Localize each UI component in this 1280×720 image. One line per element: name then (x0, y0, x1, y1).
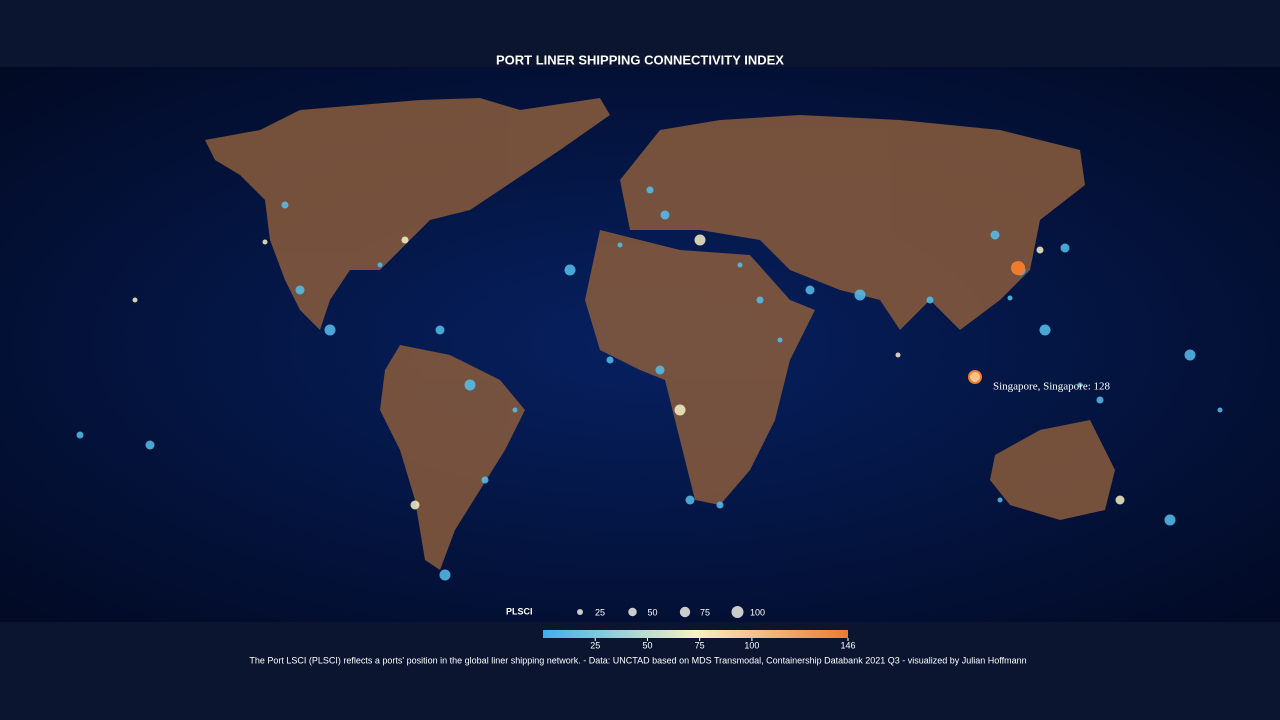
footer: The Port LSCI (PLSCI) reflects a ports' … (249, 655, 1026, 665)
port-dot (512, 407, 518, 413)
port-dot (660, 210, 670, 220)
north-america (205, 98, 610, 330)
port-dot (464, 379, 476, 391)
size-swatch (577, 609, 583, 615)
port-dot (777, 337, 783, 343)
port-dot (281, 201, 289, 209)
eurasia (620, 115, 1085, 330)
size-label: 25 (595, 607, 605, 617)
port-dot (805, 285, 815, 295)
port-dot (132, 297, 138, 303)
port-dot (1184, 349, 1196, 361)
port-dot (646, 186, 654, 194)
size-swatch (731, 606, 744, 618)
size-label: 100 (750, 607, 765, 617)
size-legend: 25 50 75 100 (577, 606, 765, 618)
port-dot (1039, 324, 1051, 336)
port-dot (401, 236, 409, 244)
port-dots (76, 186, 1223, 581)
legend-label: PLSCI (506, 606, 533, 616)
port-dot (895, 352, 901, 358)
port-dot-highlight (968, 370, 982, 384)
port-dot (324, 324, 336, 336)
port-dot (1036, 246, 1044, 254)
title: PORT LINER SHIPPING CONNECTIVITY INDEX (496, 52, 784, 67)
color-tick-label: 146 (840, 640, 855, 650)
port-dot (756, 296, 764, 304)
port-dot (1096, 396, 1104, 404)
port-dot (1011, 261, 1025, 275)
port-dot (674, 404, 686, 416)
size-swatch (679, 606, 691, 618)
port-dot (564, 264, 576, 276)
land (205, 98, 1115, 570)
port-dot (435, 325, 445, 335)
port-dot (262, 239, 268, 245)
port-dot (76, 431, 84, 439)
port-dot (295, 285, 305, 295)
port-dot (926, 296, 934, 304)
port-dot (410, 500, 420, 510)
port-dot (1060, 243, 1070, 253)
port-dot (990, 230, 1000, 240)
port-dot (145, 440, 155, 450)
port-dot (737, 262, 743, 268)
color-tick-label: 100 (744, 640, 759, 650)
port-dot (606, 356, 614, 364)
color-tick-label: 75 (695, 640, 705, 650)
australia (990, 420, 1115, 520)
port-dot (854, 289, 866, 301)
size-label: 50 (647, 607, 657, 617)
south-america (380, 345, 525, 570)
color-tick-label: 50 (642, 640, 652, 650)
color-tick-label: 25 (590, 640, 600, 650)
port-dot (685, 495, 695, 505)
port-dot (694, 234, 706, 246)
port-dot (1164, 514, 1176, 526)
port-dot (655, 365, 665, 375)
port-dot (1007, 295, 1013, 301)
port-dot (716, 501, 724, 509)
port-dot (439, 569, 451, 581)
size-swatch (628, 607, 637, 617)
port-dot (617, 242, 623, 248)
port-dot (481, 476, 489, 484)
port-dot (1115, 495, 1125, 505)
port-dot (1217, 407, 1223, 413)
color-bar (543, 630, 848, 638)
port-dot (377, 262, 383, 268)
size-label: 75 (700, 607, 710, 617)
port-dot (997, 497, 1003, 503)
tooltip: Singapore, Singapore: 128 (993, 381, 1111, 393)
color-legend: 25 50 75 100 146 (543, 630, 856, 650)
port-dot (1077, 382, 1083, 388)
